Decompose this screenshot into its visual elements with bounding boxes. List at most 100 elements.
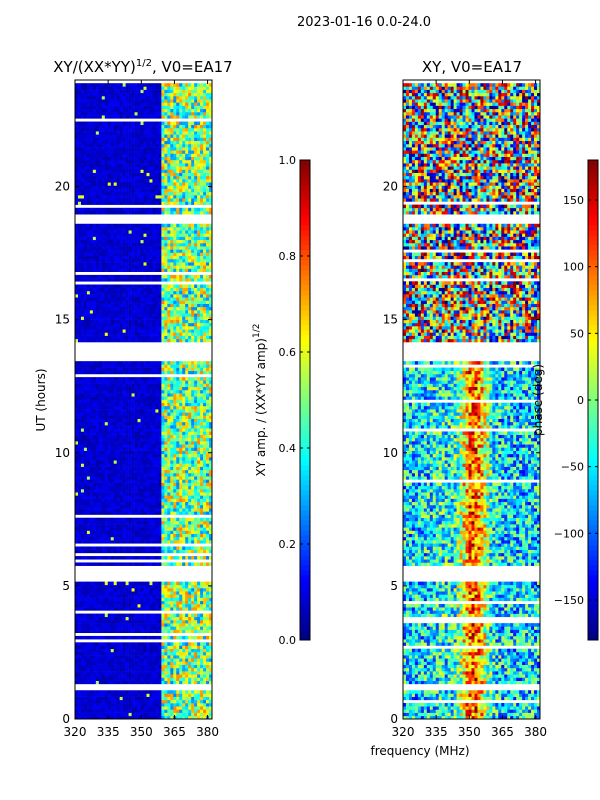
- heatmap-cell: [155, 329, 159, 333]
- heatmap-cell: [98, 431, 103, 435]
- heatmap-cell: [86, 712, 91, 717]
- heatmap-cell: [155, 597, 159, 602]
- heatmap-cell: [80, 460, 85, 464]
- heatmap-cell: [209, 485, 213, 490]
- heatmap-cell: [155, 556, 159, 560]
- heatmap-cell: [89, 703, 94, 707]
- heatmap-cell: [155, 715, 159, 720]
- heatmap-cell: [125, 527, 129, 531]
- heatmap-cell: [161, 383, 165, 388]
- heatmap-cell: [197, 466, 201, 471]
- heatmap-cell: [155, 412, 159, 416]
- heatmap-cell: [194, 504, 198, 509]
- heatmap-cell: [203, 648, 207, 653]
- heatmap-cell: [113, 508, 117, 512]
- heatmap-cell: [107, 409, 112, 413]
- heatmap-cell: [107, 441, 112, 445]
- heatmap-cell: [206, 469, 210, 474]
- heatmap-cell: [197, 332, 201, 336]
- heatmap-cell: [113, 367, 117, 372]
- heatmap-cell: [86, 648, 91, 653]
- heatmap-cell: [155, 524, 159, 528]
- heatmap-cell: [80, 709, 85, 713]
- heatmap-cell: [194, 584, 198, 589]
- heatmap-cell: [128, 399, 132, 403]
- heatmap-cell: [206, 504, 210, 509]
- heatmap-cell: [104, 338, 109, 343]
- heatmap-cell: [101, 338, 106, 343]
- heatmap-cell: [140, 402, 144, 407]
- heatmap-cell: [83, 418, 88, 423]
- heatmap-cell: [98, 399, 103, 403]
- heatmap-cell: [77, 377, 82, 381]
- heatmap-cell: [161, 504, 165, 509]
- heatmap-cell: [80, 524, 85, 528]
- heatmap-cell: [161, 626, 165, 630]
- heatmap-cell: [182, 329, 186, 333]
- heatmap-cell: [113, 556, 117, 560]
- heatmap-cell: [101, 674, 106, 678]
- heatmap-cell: [182, 508, 186, 512]
- heatmap-cell: [113, 674, 117, 678]
- heatmap-cell: [89, 361, 94, 365]
- heatmap-cell: [116, 658, 120, 662]
- heatmap-cell: [101, 629, 106, 634]
- heatmap-cell: [125, 463, 129, 467]
- heatmap-cell: [170, 306, 174, 311]
- heatmap-cell: [122, 674, 126, 678]
- heatmap-cell: [80, 546, 85, 550]
- heatmap-cell: [104, 466, 109, 471]
- heatmap-cell: [140, 335, 144, 340]
- heatmap-cell: [164, 485, 168, 490]
- heatmap-cell: [113, 405, 117, 410]
- heatmap-cell: [167, 616, 171, 621]
- heatmap-cell: [146, 607, 150, 611]
- heatmap-cell: [149, 664, 153, 669]
- heatmap-cell: [173, 367, 177, 372]
- heatmap-cell: [179, 556, 183, 560]
- heatmap-cell: [209, 591, 213, 595]
- heatmap-cell: [125, 616, 129, 621]
- heatmap-cell: [203, 658, 207, 662]
- heatmap-cell: [170, 517, 174, 522]
- heatmap-cell: [98, 482, 103, 487]
- heatmap-cell: [182, 460, 186, 464]
- heatmap-cell: [161, 485, 165, 490]
- heatmap-cell: [155, 415, 159, 419]
- heatmap-cell: [131, 482, 135, 487]
- heatmap-cell: [170, 485, 174, 490]
- heatmap-cell: [116, 322, 120, 327]
- heatmap-cell: [170, 546, 174, 550]
- heatmap-cell: [194, 533, 198, 538]
- heatmap-cell: [137, 607, 141, 611]
- heatmap-cell: [179, 699, 183, 704]
- heatmap-cell: [179, 313, 183, 317]
- heatmap-cell: [155, 453, 159, 458]
- heatmap-cell: [128, 597, 132, 602]
- heatmap-cell: [110, 495, 115, 499]
- heatmap-cell: [125, 367, 129, 372]
- heatmap-cell: [95, 699, 100, 704]
- heatmap-cell: [164, 588, 168, 592]
- heatmap-cell: [122, 450, 126, 455]
- heatmap-cell: [98, 648, 103, 653]
- heatmap-cell: [146, 310, 150, 314]
- heatmap-cell: [95, 690, 100, 694]
- heatmap-cell: [125, 498, 129, 503]
- heatmap-cell: [110, 453, 115, 458]
- heatmap-cell: [143, 664, 147, 669]
- heatmap-cell: [137, 399, 141, 403]
- heatmap-cell: [113, 594, 117, 598]
- heatmap-cell: [209, 488, 213, 493]
- heatmap-cell: [152, 655, 156, 659]
- heatmap-cell: [191, 511, 195, 515]
- heatmap-cell: [182, 549, 186, 554]
- heatmap-cell: [95, 303, 100, 308]
- heatmap-cell: [149, 453, 153, 458]
- heatmap-cell: [173, 485, 177, 490]
- heatmap-cell: [122, 661, 126, 665]
- heatmap-cell: [125, 310, 129, 314]
- heatmap-cell: [116, 389, 120, 394]
- heatmap-cell: [197, 562, 201, 566]
- heatmap-cell: [140, 616, 144, 621]
